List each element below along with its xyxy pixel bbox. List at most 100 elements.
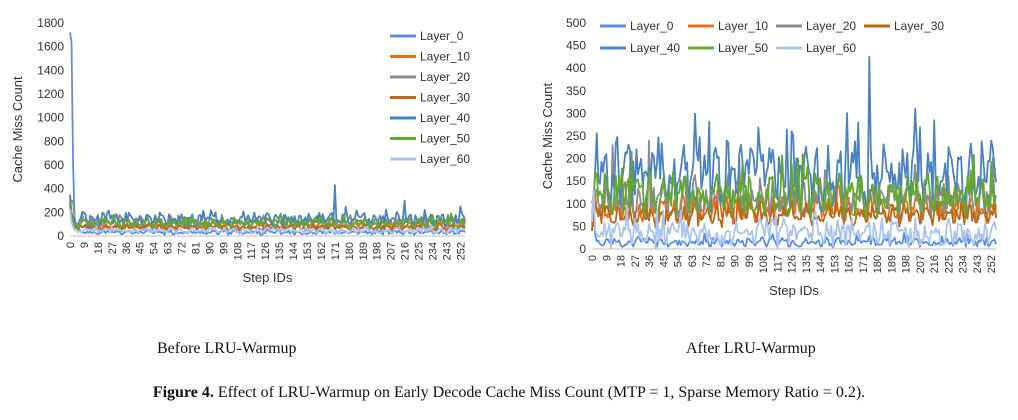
x-tick-label: 216	[400, 242, 412, 260]
y-tick-label: 350	[566, 84, 586, 98]
x-tick-label: 90	[730, 255, 742, 267]
legend-label: Layer_10	[420, 50, 470, 64]
x-tick-label: 126	[787, 255, 799, 273]
x-tick-label: 36	[121, 242, 133, 254]
y-tick-label: 400	[566, 61, 586, 75]
chart-before-warmup: 0 200 400 600 800 1000 1200 1400 1600 1800 0 9 18 27 3…	[0, 0, 500, 315]
legend-label: Layer_0	[630, 19, 674, 33]
legend-label: Layer_10	[718, 19, 768, 33]
y-tick-label: 1800	[37, 16, 64, 30]
figure-caption: Figure 4. Effect of LRU-Warmup on Early …	[0, 384, 1018, 402]
subcaption-after: After LRU-Warmup	[686, 340, 816, 357]
x-tick-label: 198	[372, 242, 384, 260]
x-tick-label: 54	[673, 255, 685, 267]
legend-label: Layer_30	[420, 91, 470, 105]
x-tick-label: 63	[163, 242, 175, 254]
x-tick-label: 171	[330, 242, 342, 260]
y-tick-label: 150	[566, 174, 586, 188]
y-tick-label: 1000	[37, 111, 64, 125]
y-tick-label: 0	[579, 242, 586, 256]
y-axis-label: Cache Miss Count	[10, 76, 25, 183]
x-tick-label: 27	[630, 255, 642, 267]
x-tick-label: 72	[177, 242, 189, 254]
y-tick-label: 200	[44, 205, 64, 219]
x-tick-label: 144	[288, 242, 300, 260]
x-tick-label: 180	[872, 255, 884, 273]
legend-label: Layer_40	[420, 111, 470, 125]
x-tick-label: 252	[986, 255, 998, 273]
y-tick-label: 1200	[37, 87, 64, 101]
x-tick-label: 126	[260, 242, 272, 260]
x-tick-label: 0	[587, 255, 599, 261]
legend-label: Layer_0	[420, 29, 464, 43]
x-tick-label: 45	[658, 255, 670, 267]
x-tick-label: 99	[218, 242, 230, 254]
x-tick-label: 54	[149, 242, 161, 254]
x-tick-label: 207	[386, 242, 398, 260]
x-axis-label: Step IDs	[243, 270, 293, 285]
y-tick-label: 100	[566, 197, 586, 211]
y-tick-label: 450	[566, 39, 586, 53]
x-tick-label: 153	[302, 242, 314, 260]
x-tick-label: 243	[441, 242, 453, 260]
y-tick-label: 600	[44, 158, 64, 172]
x-tick-label: 63	[687, 255, 699, 267]
x-tick-label: 234	[958, 255, 970, 273]
series-line-layer-60	[69, 208, 466, 235]
x-tick-label: 234	[427, 242, 439, 260]
legend-label: Layer_50	[420, 132, 470, 146]
x-tick-label: 243	[972, 255, 984, 273]
x-axis-label: Step IDs	[769, 283, 819, 298]
x-tick-label: 171	[858, 255, 870, 273]
x-tick-label: 135	[274, 242, 286, 260]
x-tick-label: 189	[358, 242, 370, 260]
x-tick-label: 225	[943, 255, 955, 273]
x-tick-label: 108	[232, 242, 244, 260]
series-line-layer-60	[591, 189, 997, 250]
y-tick-label: 50	[573, 219, 587, 233]
chart-after-warmup: 0 50 100 150 200 250 300 350 400 450 500 0 9 18 27 36 45…	[530, 0, 1018, 315]
x-tick-label: 153	[829, 255, 841, 273]
x-tick-label: 108	[758, 255, 770, 273]
series-line-layer-30	[591, 192, 997, 232]
x-tick-label: 180	[344, 242, 356, 260]
x-tick-label: 117	[772, 255, 784, 273]
x-tick-label: 81	[190, 242, 202, 254]
x-tick-label: 189	[886, 255, 898, 273]
x-tick-label: 45	[135, 242, 147, 254]
x-tick-label: 117	[246, 242, 258, 260]
series-line-layer-50	[591, 153, 997, 221]
legend-label: Layer_60	[420, 152, 470, 166]
x-tick-label: 18	[93, 242, 105, 254]
subcaption-before: Before LRU-Warmup	[157, 340, 297, 357]
x-tick-label: 9	[601, 255, 613, 261]
x-tick-label: 135	[801, 255, 813, 273]
figure-caption-text: Effect of LRU-Warmup on Early Decode Cac…	[217, 384, 866, 401]
figure-label: Figure 4.	[152, 384, 214, 401]
y-tick-label: 1400	[37, 63, 64, 77]
x-tick-label: 81	[715, 255, 727, 267]
legend-label: Layer_50	[718, 41, 768, 55]
x-tick-label: 207	[915, 255, 927, 273]
x-tick-label: 252	[455, 242, 467, 260]
legend-label: Layer_20	[806, 19, 856, 33]
series-line-layer-0	[69, 32, 466, 236]
x-tick-label: 144	[815, 255, 827, 273]
x-tick-label: 99	[744, 255, 756, 267]
x-tick-label: 216	[929, 255, 941, 273]
y-axis-label: Cache Miss Count	[540, 83, 555, 190]
x-tick-label: 36	[644, 255, 656, 267]
y-tick-label: 0	[57, 229, 64, 243]
series-line-layer-20	[591, 139, 997, 225]
y-tick-label: 200	[566, 152, 586, 166]
y-tick-label: 1600	[37, 40, 64, 54]
x-tick-label: 27	[107, 242, 119, 254]
x-tick-label: 162	[844, 255, 856, 273]
y-tick-label: 400	[44, 182, 64, 196]
x-tick-label: 162	[316, 242, 328, 260]
y-tick-label: 300	[566, 106, 586, 120]
legend-label: Layer_40	[630, 41, 680, 55]
x-tick-label: 18	[616, 255, 628, 267]
